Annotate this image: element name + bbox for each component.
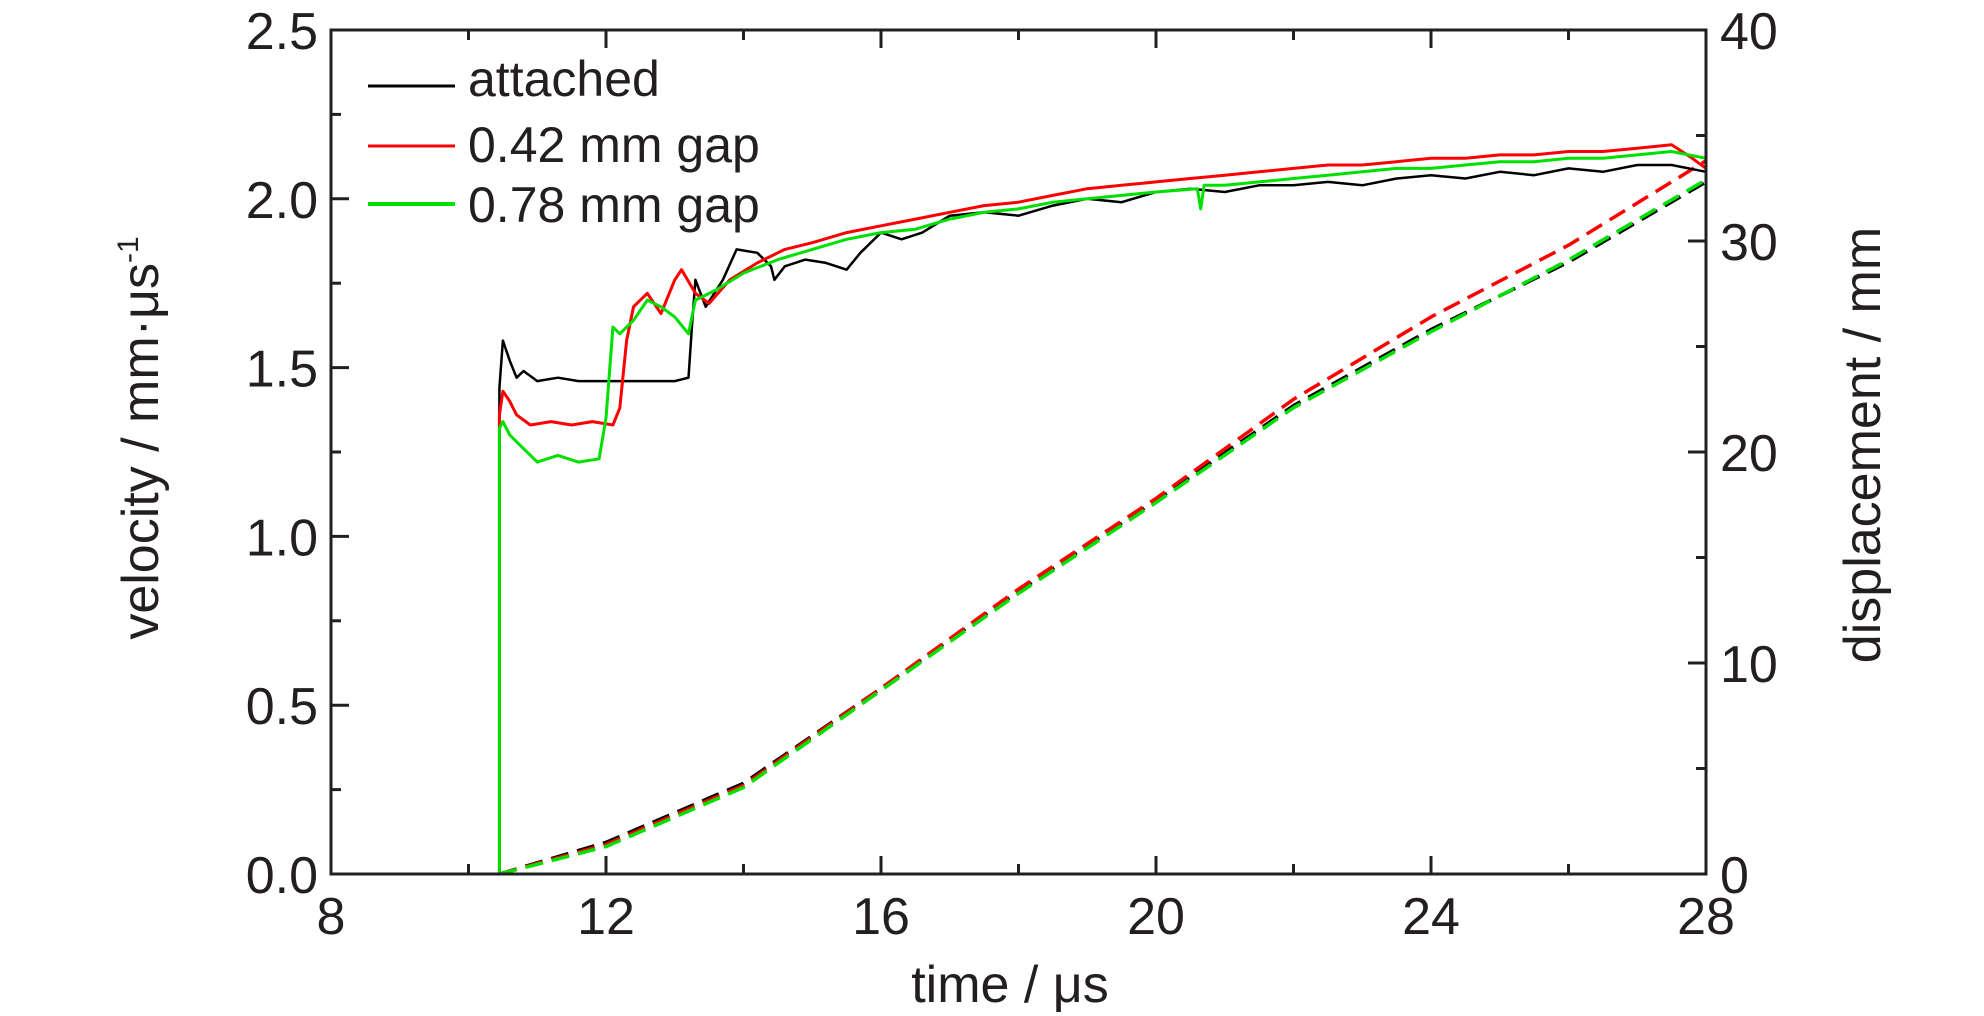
y-right-tick-label: 40 [1720, 3, 1778, 61]
y-right-axis-label: displacement / mm [1834, 227, 1892, 663]
x-tick-label: 8 [317, 888, 346, 946]
x-axis-label: time / μs [911, 956, 1109, 1014]
y-right-tick-label: 10 [1720, 636, 1778, 694]
y-right-tick-label: 30 [1720, 214, 1778, 272]
y-right-tick-label: 20 [1720, 425, 1778, 483]
x-tick-label: 24 [1402, 888, 1460, 946]
y-left-tick-label: 0.0 [246, 847, 318, 905]
velocity-line-attached [331, 163, 1707, 876]
velocity-line-0.78-mm-gap [331, 150, 1707, 876]
series-layer [331, 143, 1707, 876]
y-left-tick-label: 1.5 [246, 341, 318, 399]
displacement-line-0.42-mm-gap [498, 159, 1707, 876]
displacement-line-attached [498, 180, 1707, 876]
legend-label-attached: attached [468, 51, 660, 107]
y-left-axis-label-superscript: -1 [112, 236, 145, 263]
x-tick-label: 12 [577, 888, 635, 946]
legend-label-0.78-mm-gap: 0.78 mm gap [468, 177, 760, 233]
y-left-tick-label: 2.0 [246, 172, 318, 230]
y-left-axis-label-main: velocity / mm·μs [112, 263, 170, 640]
y-left-tick-label: 0.5 [246, 678, 318, 736]
x-tick-label: 16 [852, 888, 910, 946]
y-right-tick-label: 0 [1720, 847, 1749, 905]
velocity-line-0.42-mm-gap [331, 143, 1707, 876]
legend-label-0.42-mm-gap: 0.42 mm gap [468, 117, 760, 173]
displacement-line-0.78-mm-gap [498, 178, 1707, 876]
x-tick-label: 28 [1677, 888, 1735, 946]
y-left-tick-label: 1.0 [246, 509, 318, 567]
y-left-axis-label: velocity / mm·μs-1 [112, 236, 170, 639]
x-tick-label: 20 [1127, 888, 1185, 946]
y-left-tick-label: 2.5 [246, 3, 318, 61]
ticks-layer: 8 12 16 20 24 28 0.0 0.5 1.0 1.5 2.0 2.5 0 10 20 30 40 [246, 3, 1778, 946]
legend: attached 0.42 mm gap 0.78 mm gap [368, 51, 760, 233]
